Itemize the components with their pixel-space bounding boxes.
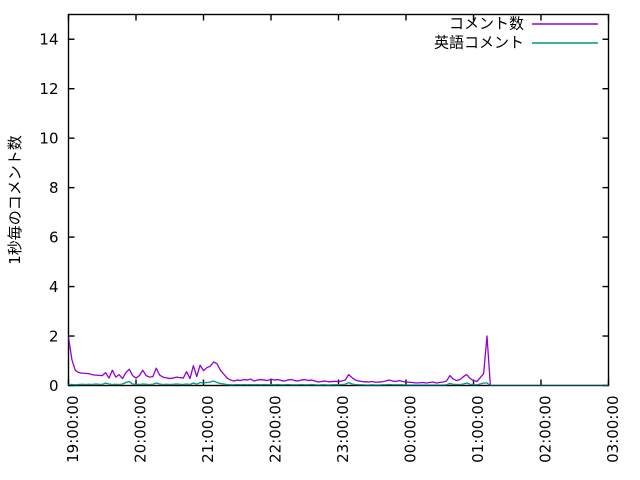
y-axis-title-text: 1秒毎のコメント数 (6, 135, 24, 265)
series-line-english-comments (68, 380, 609, 386)
x-tick-label: 00:00:00 (402, 396, 420, 463)
y-tick-label: 12 (39, 80, 58, 98)
y-tick-label: 14 (39, 31, 58, 49)
x-tick-label: 01:00:00 (469, 396, 487, 463)
y-axis-title: 1秒毎のコメント数 (6, 135, 24, 265)
x-axis-tick-labels: 19:00:00 20:00:00 21:00:00 22:00:00 23:00:00… (64, 396, 622, 463)
data-series-group (68, 335, 609, 386)
plot-frame (67, 13, 610, 387)
x-tick-label: 23:00:00 (334, 396, 352, 463)
x-tick-label: 02:00:00 (537, 396, 555, 463)
axis-ticks (67, 14, 610, 387)
y-tick-label: 6 (49, 229, 59, 247)
x-tick-label: 03:00:00 (604, 396, 622, 463)
y-tick-label: 2 (49, 328, 59, 346)
x-tick-label: 22:00:00 (267, 396, 285, 463)
y-tick-label: 10 (39, 130, 58, 148)
legend-label: コメント数 (449, 15, 524, 33)
x-tick-label: 20:00:00 (132, 396, 150, 463)
y-tick-label: 0 (49, 377, 59, 395)
x-tick-label: 21:00:00 (199, 396, 217, 463)
y-axis-tick-labels: 0 2 4 6 8 10 12 14 (39, 31, 58, 395)
y-tick-label: 4 (49, 278, 59, 296)
series-line-comments (68, 335, 609, 386)
legend-label: 英語コメント (434, 34, 524, 52)
x-tick-label: 19:00:00 (64, 396, 82, 463)
y-tick-label: 8 (49, 179, 59, 197)
